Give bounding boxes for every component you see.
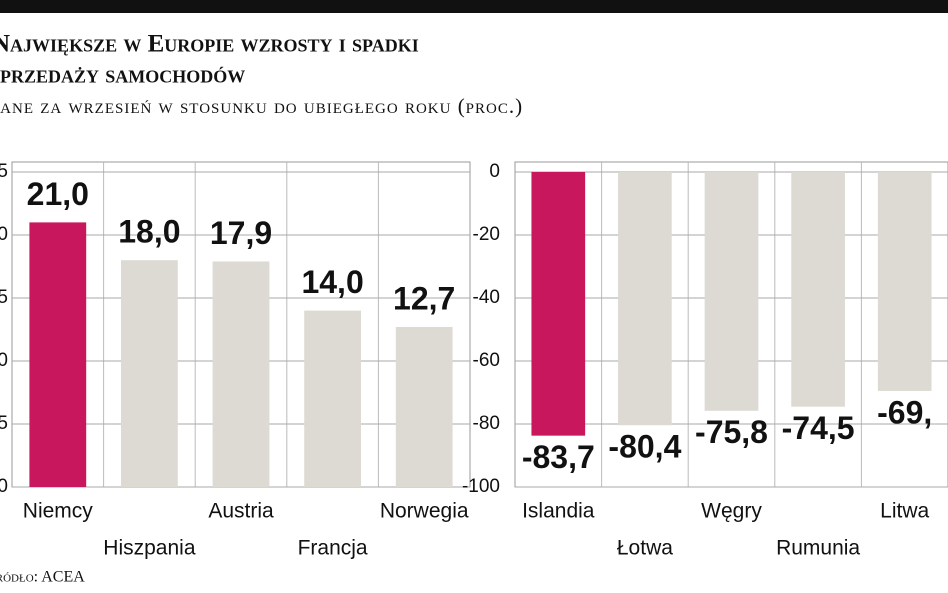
y-tick-label: -100 [462, 476, 500, 497]
x-tick-label: Rumunia [776, 537, 860, 560]
bar [212, 261, 270, 487]
y-tick-label: 5 [0, 413, 8, 434]
x-tick-label: Litwa [880, 500, 929, 523]
x-tick-label: Łotwa [617, 537, 673, 560]
title: sprzedaży samochodów [0, 62, 245, 89]
x-tick-label: Węgry [701, 500, 762, 523]
value-label: -74,5 [782, 410, 855, 446]
top-bar [0, 0, 948, 13]
y-tick-label: -20 [473, 224, 500, 245]
value-label: -80,4 [608, 429, 681, 465]
x-tick-label: Norwegia [380, 500, 469, 523]
bar [531, 172, 586, 436]
value-label: -75,8 [695, 414, 768, 450]
value-label: 12,7 [393, 280, 455, 316]
value-label: 17,9 [210, 215, 272, 251]
bar [395, 326, 453, 487]
x-tick-label: Austria [208, 500, 274, 523]
y-tick-label: 15 [0, 287, 8, 308]
y-tick-label: -80 [473, 413, 500, 434]
bar [791, 172, 845, 407]
y-tick-label: 0 [0, 476, 8, 497]
bar [29, 222, 87, 487]
bar [304, 310, 361, 487]
y-tick-label: 25 [0, 161, 8, 182]
bar [121, 260, 178, 487]
x-tick-label: Hiszpania [103, 537, 196, 560]
y-tick-label: 10 [0, 350, 8, 371]
x-tick-label: Islandia [522, 500, 595, 523]
value-label: -69, [877, 394, 932, 430]
y-tick-label: -60 [473, 350, 500, 371]
y-tick-label: 0 [489, 161, 500, 182]
y-tick-label: 20 [0, 224, 8, 245]
bar [704, 172, 759, 411]
x-tick-label: Niemcy [23, 500, 94, 523]
title: Największe w Europie wzrosty i spadki [0, 31, 419, 58]
value-label: -83,7 [522, 439, 595, 475]
x-tick-label: Francja [298, 537, 368, 560]
value-label: 14,0 [301, 264, 363, 300]
value-label: 18,0 [118, 214, 180, 250]
value-label: 21,0 [27, 176, 89, 212]
bar [877, 172, 932, 391]
subtitle: Dane za wrzesień w stosunku do ubiegłego… [0, 94, 523, 118]
bar [618, 172, 672, 426]
y-tick-label: -40 [473, 287, 500, 308]
source: Źródło: ACEA [0, 567, 85, 586]
